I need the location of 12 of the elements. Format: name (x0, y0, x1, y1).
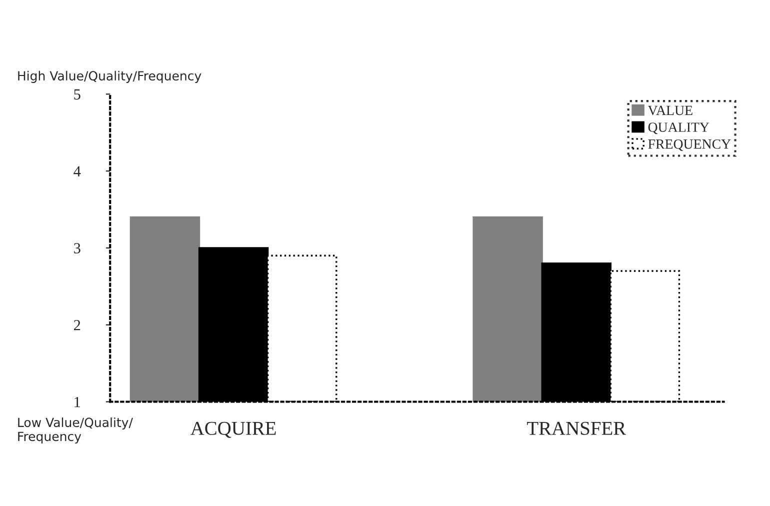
x-tick-label: ACQUIRE (190, 422, 276, 438)
legend-label: VALUE (648, 106, 692, 116)
text: Low Value/Quality/ Frequency (18, 417, 133, 444)
legend-label: FREQUENCY (648, 139, 731, 151)
x-tick-label: TRANSFER (527, 422, 626, 435)
legend-label: QUALITY (648, 122, 710, 134)
y-tick-label: 3 (74, 243, 80, 254)
y-tick-label: 1 (74, 396, 80, 408)
y-tick-label: 2 (74, 320, 80, 330)
y-tick-label: 4 (74, 166, 81, 176)
text: High Value/Quality/Frequency (18, 70, 202, 83)
y-tick-label: 5 (74, 89, 80, 100)
